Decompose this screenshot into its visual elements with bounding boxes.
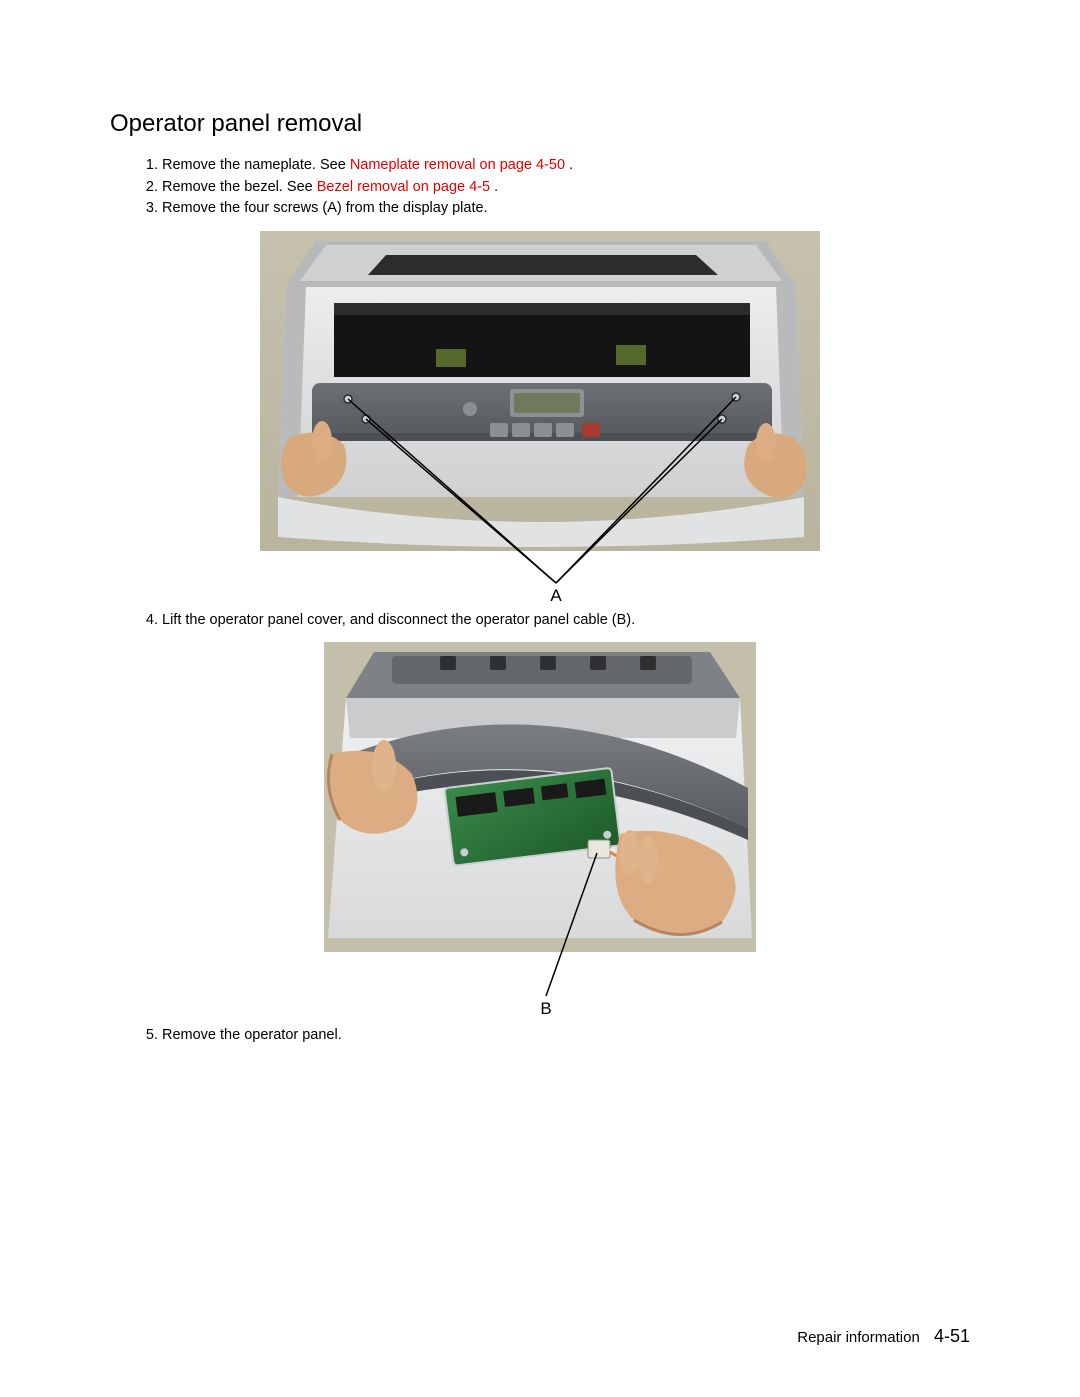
step-1-text-b: . <box>565 157 573 173</box>
panel-btn-3 <box>534 423 552 437</box>
step-2: Remove the bezel. See Bezel removal on p… <box>162 178 970 198</box>
figure-2-wrap: B <box>110 638 970 1020</box>
figure-2: B <box>320 638 760 1020</box>
lcd-screen <box>514 393 580 413</box>
step-3-text-a: Remove the four screws (A) from the disp… <box>162 200 488 216</box>
panel-btn-2 <box>512 423 530 437</box>
step-2-link[interactable]: Bezel removal on page 4-5 <box>317 179 490 195</box>
thumb-right <box>756 423 776 463</box>
step-2-text-b: . <box>490 179 498 195</box>
figure-1-wrap: A <box>110 227 970 605</box>
cavity-green-1 <box>436 349 466 367</box>
figure-1-svg: A <box>256 227 824 605</box>
footer-label: Repair information <box>797 1329 920 1346</box>
steps-list-3: Remove the operator panel. <box>162 1026 970 1046</box>
panel-btn-1 <box>490 423 508 437</box>
figure-2-label: B <box>540 999 551 1018</box>
printer-glass <box>368 255 718 275</box>
finger2-1 <box>620 830 640 874</box>
step-2-text-a: Remove the bezel. See <box>162 179 317 195</box>
printer-cavity-top <box>334 303 750 315</box>
figure-2-svg: B <box>320 638 760 1020</box>
step-4-text-a: Lift the operator panel cover, and disco… <box>162 612 635 628</box>
panel-btn-stop <box>582 423 600 437</box>
thumb-left <box>312 421 332 461</box>
figure-1-label: A <box>550 586 562 605</box>
step-1: Remove the nameplate. See Nameplate remo… <box>162 156 970 176</box>
cavity-green-2 <box>616 345 646 365</box>
finger2-3 <box>656 848 676 896</box>
step-1-text-a: Remove the nameplate. See <box>162 157 350 173</box>
steps-list-2: Lift the operator panel cover, and disco… <box>162 611 970 631</box>
step-4: Lift the operator panel cover, and disco… <box>162 611 970 631</box>
step-1-link[interactable]: Nameplate removal on page 4-50 <box>350 157 565 173</box>
panel-btn-round <box>463 402 477 416</box>
page-root: Operator panel removal Remove the namepl… <box>0 0 1080 1397</box>
finger2-2 <box>638 836 658 884</box>
thumb2-left <box>372 740 396 792</box>
page-footer: Repair information 4-51 <box>797 1326 970 1347</box>
panel-btn-4 <box>556 423 574 437</box>
section-title: Operator panel removal <box>110 110 970 138</box>
step-5: Remove the operator panel. <box>162 1026 970 1046</box>
footer-page-number: 4-51 <box>934 1326 970 1346</box>
figure-1: A <box>256 227 824 605</box>
step-5-text-a: Remove the operator panel. <box>162 1027 342 1043</box>
steps-list-1: Remove the nameplate. See Nameplate remo… <box>162 156 970 219</box>
connector-b <box>588 840 610 858</box>
step-3: Remove the four screws (A) from the disp… <box>162 199 970 219</box>
